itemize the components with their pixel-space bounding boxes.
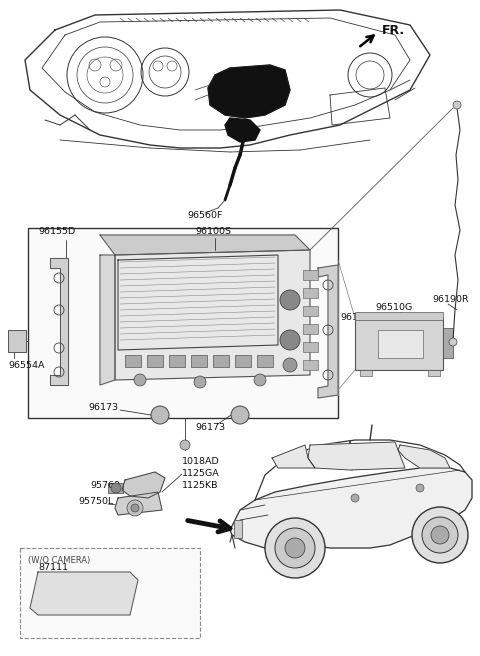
Circle shape <box>275 528 315 568</box>
Circle shape <box>180 440 190 450</box>
Bar <box>213 355 229 367</box>
Text: 1125KB: 1125KB <box>182 482 218 491</box>
Circle shape <box>431 526 449 544</box>
Circle shape <box>280 290 300 310</box>
Circle shape <box>412 507 468 563</box>
Circle shape <box>111 483 121 493</box>
Polygon shape <box>115 250 310 380</box>
Text: 1018AD: 1018AD <box>182 457 220 466</box>
Text: 95768: 95768 <box>90 480 120 489</box>
Bar <box>303 306 318 316</box>
Bar <box>303 324 318 334</box>
Bar <box>147 355 163 367</box>
Polygon shape <box>208 65 290 118</box>
Text: 96190R: 96190R <box>432 295 468 304</box>
Text: 96510G: 96510G <box>375 304 412 312</box>
Bar <box>428 370 440 376</box>
Bar <box>355 312 443 320</box>
Text: 96173: 96173 <box>88 403 118 413</box>
Circle shape <box>422 517 458 553</box>
Text: (W/O CAMERA): (W/O CAMERA) <box>28 556 90 565</box>
Text: 96554A: 96554A <box>8 361 45 369</box>
Polygon shape <box>30 572 138 615</box>
Bar <box>303 342 318 352</box>
Polygon shape <box>308 442 405 470</box>
Circle shape <box>254 374 266 386</box>
Bar <box>234 520 242 538</box>
Polygon shape <box>225 118 260 142</box>
Bar <box>169 355 185 367</box>
Text: 96510G: 96510G <box>381 340 416 348</box>
Polygon shape <box>100 255 115 385</box>
Circle shape <box>351 494 359 502</box>
Circle shape <box>283 358 297 372</box>
Bar <box>443 328 453 358</box>
Polygon shape <box>318 265 338 398</box>
Polygon shape <box>272 445 315 468</box>
Text: FR.: FR. <box>382 24 405 37</box>
Text: 96560F: 96560F <box>187 211 223 220</box>
Circle shape <box>280 330 300 350</box>
Text: 87111: 87111 <box>38 564 68 573</box>
Polygon shape <box>398 445 450 468</box>
Text: 95750L: 95750L <box>78 497 113 506</box>
Polygon shape <box>230 468 472 548</box>
Bar <box>303 360 318 370</box>
Circle shape <box>265 518 325 578</box>
Bar <box>8 330 26 352</box>
Circle shape <box>453 101 461 109</box>
Text: 96155E: 96155E <box>340 314 376 323</box>
Circle shape <box>416 484 424 492</box>
Circle shape <box>134 374 146 386</box>
Bar <box>303 288 318 298</box>
Bar <box>235 355 251 367</box>
Bar <box>257 355 273 367</box>
Circle shape <box>151 406 169 424</box>
Bar <box>28 228 338 418</box>
Polygon shape <box>115 492 162 515</box>
Circle shape <box>285 538 305 558</box>
Text: 1125GA: 1125GA <box>182 470 220 478</box>
Polygon shape <box>50 258 68 385</box>
Bar <box>360 370 372 376</box>
Polygon shape <box>100 235 310 255</box>
Circle shape <box>194 376 206 388</box>
Bar <box>355 318 443 370</box>
Text: 96100S: 96100S <box>195 228 231 237</box>
Circle shape <box>131 504 139 512</box>
Bar <box>303 270 318 280</box>
Circle shape <box>231 406 249 424</box>
Bar <box>108 483 123 493</box>
Bar <box>378 330 423 358</box>
Bar <box>20 548 200 638</box>
Text: 96173: 96173 <box>195 424 225 432</box>
Circle shape <box>449 338 457 346</box>
Text: 96155D: 96155D <box>38 228 75 237</box>
Bar <box>125 355 141 367</box>
Polygon shape <box>122 472 165 498</box>
Bar <box>191 355 207 367</box>
Circle shape <box>127 500 143 516</box>
